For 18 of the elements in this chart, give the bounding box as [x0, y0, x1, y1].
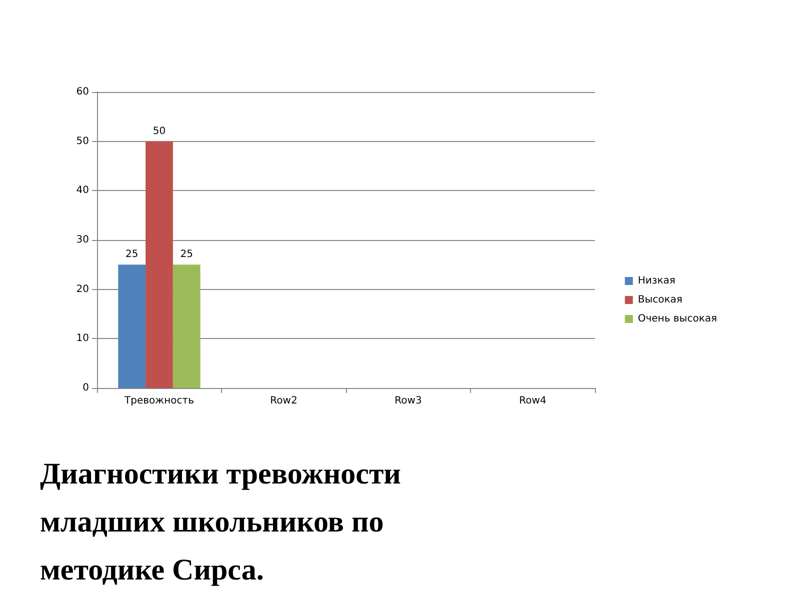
text: Диагностики тревожности младших школьников по методике Сирса.	[40, 458, 408, 586]
x-tick-label: Row3	[394, 396, 422, 406]
legend-label: Низкая	[638, 276, 676, 286]
legend-label: Высокая	[638, 294, 682, 306]
x-tick-label: Row4	[519, 396, 546, 406]
y-tick-label: 0	[82, 382, 89, 394]
y-tick-label: 10	[76, 333, 89, 344]
x-tick-label: Тревожность	[123, 396, 194, 406]
y-tick-label: 50	[76, 136, 89, 147]
legend-label: Очень высокая	[638, 314, 718, 324]
data-label: 25	[180, 249, 194, 260]
data-label: 25	[125, 249, 138, 260]
y-tick-label: 60	[76, 86, 89, 98]
y-tick-label: 20	[76, 284, 89, 295]
data-label: 50	[152, 126, 166, 137]
x-tick-label: Row2	[270, 396, 298, 406]
y-tick-label: 30	[76, 234, 89, 246]
y-tick-label: 40	[76, 185, 89, 196]
